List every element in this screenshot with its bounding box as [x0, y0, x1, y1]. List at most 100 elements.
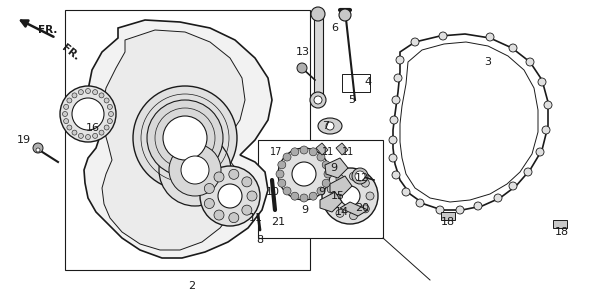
Polygon shape — [102, 30, 245, 250]
Circle shape — [336, 175, 344, 183]
Text: 5: 5 — [349, 95, 356, 105]
Circle shape — [93, 90, 97, 95]
Circle shape — [64, 104, 68, 109]
Circle shape — [300, 146, 308, 154]
Polygon shape — [320, 192, 342, 212]
Circle shape — [163, 116, 207, 160]
Text: 10: 10 — [266, 187, 280, 197]
Circle shape — [67, 125, 72, 130]
Circle shape — [411, 38, 419, 46]
Circle shape — [389, 154, 397, 162]
Circle shape — [33, 143, 43, 153]
Circle shape — [396, 56, 404, 64]
Circle shape — [67, 98, 72, 103]
Circle shape — [327, 185, 335, 193]
Text: 3: 3 — [484, 57, 491, 67]
Circle shape — [86, 88, 90, 94]
Circle shape — [526, 58, 534, 66]
Circle shape — [349, 212, 358, 220]
Text: 18: 18 — [555, 227, 569, 237]
Circle shape — [544, 101, 552, 109]
Circle shape — [389, 136, 397, 144]
Circle shape — [339, 9, 351, 21]
Circle shape — [439, 32, 447, 40]
Circle shape — [542, 126, 550, 134]
Circle shape — [78, 133, 83, 138]
Text: 9: 9 — [319, 187, 326, 197]
Circle shape — [78, 90, 83, 95]
Circle shape — [99, 130, 104, 135]
Circle shape — [283, 187, 291, 195]
Circle shape — [326, 122, 334, 130]
Circle shape — [72, 93, 77, 98]
Circle shape — [416, 199, 424, 207]
Circle shape — [278, 148, 330, 200]
Text: 18: 18 — [441, 217, 455, 227]
Circle shape — [99, 93, 104, 98]
Circle shape — [394, 74, 402, 82]
Text: 13: 13 — [296, 47, 310, 57]
Circle shape — [486, 33, 494, 41]
Circle shape — [336, 209, 344, 217]
Bar — [553, 220, 567, 228]
Circle shape — [349, 172, 358, 180]
Text: 21: 21 — [271, 217, 285, 227]
Circle shape — [104, 125, 109, 130]
Circle shape — [324, 170, 332, 178]
Text: 20: 20 — [355, 203, 369, 213]
Circle shape — [64, 119, 68, 124]
Circle shape — [297, 63, 307, 73]
Circle shape — [72, 98, 104, 130]
Text: 19: 19 — [17, 135, 31, 145]
Text: 17: 17 — [270, 147, 282, 157]
Text: 6: 6 — [332, 23, 339, 33]
Text: 11: 11 — [322, 147, 334, 157]
Bar — [65, 10, 310, 270]
Circle shape — [36, 148, 40, 152]
Circle shape — [322, 179, 330, 187]
Text: 9: 9 — [330, 163, 337, 173]
Circle shape — [229, 213, 239, 223]
Polygon shape — [325, 158, 348, 178]
Circle shape — [147, 100, 223, 176]
Circle shape — [292, 162, 316, 186]
Circle shape — [63, 111, 67, 116]
Circle shape — [361, 205, 369, 213]
Polygon shape — [340, 202, 368, 216]
Circle shape — [60, 86, 116, 142]
Circle shape — [322, 168, 378, 224]
Text: 9: 9 — [301, 205, 309, 215]
Circle shape — [109, 111, 113, 116]
Ellipse shape — [318, 118, 342, 134]
Circle shape — [361, 179, 369, 187]
Circle shape — [340, 186, 360, 206]
Circle shape — [317, 187, 325, 195]
Circle shape — [322, 161, 330, 169]
Circle shape — [538, 78, 546, 86]
Text: 15: 15 — [331, 191, 345, 201]
Bar — [258, 140, 383, 238]
Circle shape — [352, 168, 368, 184]
Polygon shape — [393, 34, 548, 210]
Circle shape — [242, 205, 252, 215]
Circle shape — [278, 179, 286, 187]
Circle shape — [291, 148, 299, 156]
Circle shape — [93, 133, 97, 138]
Circle shape — [456, 206, 464, 214]
Polygon shape — [84, 20, 272, 258]
Circle shape — [524, 168, 532, 176]
Circle shape — [291, 192, 299, 200]
Circle shape — [276, 170, 284, 178]
Circle shape — [309, 192, 317, 200]
Circle shape — [104, 98, 109, 103]
Text: FR.: FR. — [38, 25, 58, 35]
Circle shape — [159, 134, 231, 206]
Text: 4: 4 — [365, 77, 372, 87]
Text: 11: 11 — [342, 147, 354, 157]
Bar — [441, 212, 455, 220]
Circle shape — [536, 148, 544, 156]
Circle shape — [314, 96, 322, 104]
Circle shape — [366, 192, 374, 200]
Text: 11: 11 — [249, 213, 263, 223]
Circle shape — [402, 188, 410, 196]
